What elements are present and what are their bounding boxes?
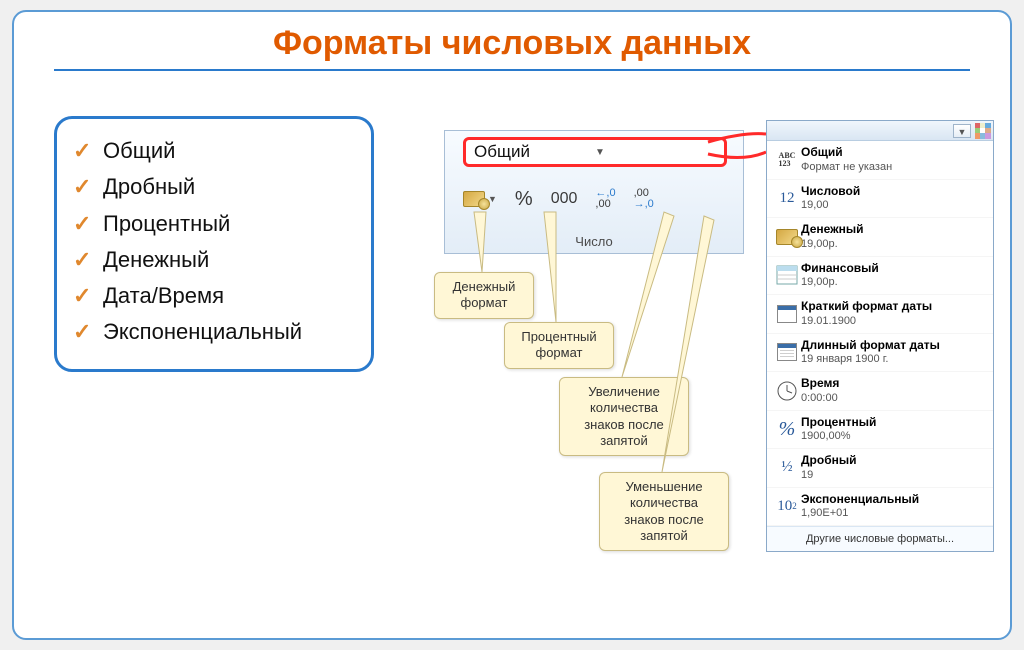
money-icon <box>463 191 485 207</box>
dropdown-item-sub: 19,00 <box>801 199 987 213</box>
calendar-icon <box>773 301 801 327</box>
callout-percent: Процентный формат <box>504 322 614 369</box>
list-item: Общий <box>73 133 355 169</box>
dropdown-more-formats[interactable]: Другие числовые форматы... <box>767 526 993 551</box>
decrease-decimal-button[interactable]: ,00 →,0 <box>634 185 654 213</box>
dropdown-header: ▼ <box>767 121 993 141</box>
title-underline <box>54 69 970 71</box>
dropdown-item[interactable]: Длинный формат даты19 января 1900 г. <box>767 334 993 373</box>
dropdown-item-title: Денежный <box>801 222 864 236</box>
text-icon: ½ <box>773 455 801 481</box>
chevron-down-icon[interactable]: ▼ <box>953 124 971 138</box>
dropdown-item-title: Финансовый <box>801 261 879 275</box>
dropdown-item[interactable]: Денежный 19,00р. <box>767 218 993 257</box>
dropdown-item-text: Общий Формат не указан <box>801 145 987 175</box>
dropdown-item-title: Время <box>801 376 839 390</box>
text-icon: ABC 123 <box>773 147 801 173</box>
dropdown-item-sub: 19 января 1900 г. <box>801 353 987 367</box>
dropdown-item-sub: 19.01.1900 <box>801 315 987 329</box>
dropdown-item-title: Дробный <box>801 453 857 467</box>
ribbon-group-label: Число <box>445 234 743 249</box>
dropdown-items: ABC 123ОбщийФормат не указан12Числовой19… <box>767 141 993 526</box>
dropdown-item[interactable]: 102Экспоненциальный1,90E+01 <box>767 488 993 527</box>
dropdown-item-sub: 1900,00% <box>801 430 987 444</box>
format-list-box: Общий Дробный Процентный Денежный Дата/В… <box>54 116 374 372</box>
dropdown-item-sub: 19 <box>801 469 987 483</box>
dropdown-item-title: Экспоненциальный <box>801 492 919 506</box>
dropdown-item-title: Общий <box>801 145 843 159</box>
dropdown-item-text: Дробный 19 <box>801 453 987 483</box>
callout-currency: Денежный формат <box>434 272 534 319</box>
dropdown-item-sub: 19,00р. <box>801 238 987 252</box>
list-item: Процентный <box>73 206 355 242</box>
money-icon <box>773 224 801 250</box>
callout-dec-decimal: Уменьшение количества знаков после запят… <box>599 472 729 551</box>
inc-dec-icon: ←,0 ,00 <box>595 188 615 210</box>
dropdown-item-title: Краткий формат даты <box>801 299 932 313</box>
dropdown-item[interactable]: %Процентный1900,00% <box>767 411 993 450</box>
dropdown-item-title: Числовой <box>801 184 860 198</box>
dropdown-item-text: Краткий формат даты 19.01.1900 <box>801 299 987 329</box>
dropdown-item-sub: 1,90E+01 <box>801 507 987 521</box>
dropdown-item-sub: 0:00:00 <box>801 392 987 406</box>
clock-icon <box>773 378 801 404</box>
text-icon: % <box>773 416 801 442</box>
number-format-combo[interactable]: Общий ▼ <box>463 137 727 167</box>
dropdown-item[interactable]: Время 0:00:00 <box>767 372 993 411</box>
dropdown-item-text: Процентный1900,00% <box>801 415 987 445</box>
increase-decimal-button[interactable]: ←,0 ,00 <box>595 185 615 213</box>
dropdown-item[interactable]: ABC 123Общий Формат не указан <box>767 141 993 180</box>
ribbon-buttons: ▼ % 000 ←,0 ,00 ,00 →,0 <box>463 181 727 217</box>
list-item: Денежный <box>73 242 355 278</box>
dropdown-item-text: Денежный 19,00р. <box>801 222 987 252</box>
chevron-down-icon: ▼ <box>595 147 716 158</box>
ledger-icon <box>773 262 801 288</box>
dropdown-item[interactable]: Финансовый19,00р. <box>767 257 993 296</box>
slide: Форматы числовых данных Общий Дробный Пр… <box>12 10 1012 640</box>
ribbon-number-group: Общий ▼ ▼ % 000 ←,0 ,00 ,00 →,0 Число <box>444 130 744 254</box>
format-list: Общий Дробный Процентный Денежный Дата/В… <box>73 133 355 351</box>
callout-inc-decimal: Увеличение количества знаков после запят… <box>559 377 689 456</box>
list-item: Дата/Время <box>73 278 355 314</box>
format-cells-icon[interactable] <box>975 123 991 139</box>
dropdown-item[interactable]: 12Числовой19,00 <box>767 180 993 219</box>
percent-format-button[interactable]: % <box>515 185 533 213</box>
dec-dec-icon: ,00 →,0 <box>634 188 654 210</box>
dropdown-item-sub: 19,00р. <box>801 276 987 290</box>
calendar-long-icon <box>773 339 801 365</box>
dropdown-item-text: Длинный формат даты19 января 1900 г. <box>801 338 987 368</box>
combo-value: Общий <box>474 142 595 162</box>
dropdown-item-text: Экспоненциальный1,90E+01 <box>801 492 987 522</box>
dropdown-item[interactable]: Краткий формат даты 19.01.1900 <box>767 295 993 334</box>
dropdown-item-sub: Формат не указан <box>801 161 987 175</box>
list-item: Экспоненциальный <box>73 314 355 350</box>
text-icon: 102 <box>773 493 801 519</box>
number-format-dropdown: ▼ ABC 123ОбщийФормат не указан12Числовой… <box>766 120 994 552</box>
slide-title: Форматы числовых данных <box>14 24 1010 63</box>
dropdown-item-text: Финансовый19,00р. <box>801 261 987 291</box>
text-icon: 12 <box>773 185 801 211</box>
dropdown-item[interactable]: ½Дробный 19 <box>767 449 993 488</box>
dropdown-item-title: Процентный <box>801 415 876 429</box>
dropdown-item-text: Время 0:00:00 <box>801 376 987 406</box>
dropdown-item-text: Числовой19,00 <box>801 184 987 214</box>
list-item: Дробный <box>73 169 355 205</box>
currency-format-button[interactable]: ▼ <box>463 185 497 213</box>
thousands-format-button[interactable]: 000 <box>551 185 578 213</box>
dropdown-item-title: Длинный формат даты <box>801 338 940 352</box>
